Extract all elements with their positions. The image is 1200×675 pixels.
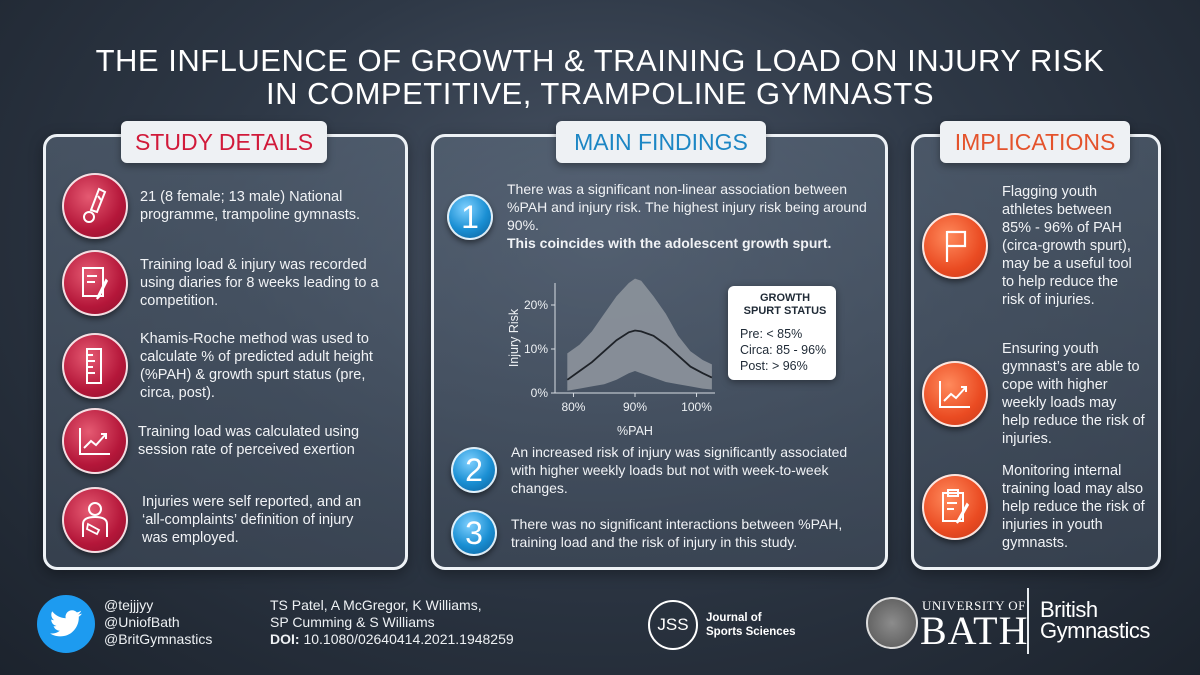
- estimate-line: [566, 329, 713, 381]
- authors-block: TS Patel, A McGregor, K Williams, SP Cum…: [270, 597, 514, 648]
- study-item-5-text: Injuries were self reported, and an ‘all…: [142, 494, 362, 546]
- study-item-3-text: Khamis-Roche method was used to calculat…: [140, 331, 373, 401]
- trend-up-icon: [922, 361, 988, 427]
- callout-post: Post: > 96%: [740, 359, 808, 373]
- finding-1-text: There was a significant non-linear assoc…: [507, 180, 867, 252]
- handle-tejjjyy[interactable]: @tejjjyy: [104, 597, 154, 613]
- callout-pre: Pre: < 85%: [740, 327, 803, 341]
- finding-1-number: 1: [447, 194, 493, 240]
- implication-2: Ensuring youth gymnast’s are able to cop…: [922, 340, 1157, 448]
- study-item-3: Khamis-Roche method was used to calculat…: [62, 330, 402, 402]
- flag-icon: [922, 213, 988, 279]
- implication-3: Monitoring internal training load may al…: [922, 462, 1157, 552]
- main-findings-label: MAIN FINDINGS: [556, 121, 766, 163]
- implications-label: IMPLICATIONS: [940, 121, 1130, 163]
- study-item-2-text: Training load & injury was recorded usin…: [140, 257, 379, 309]
- study-item-4: Training load was calculated using sessi…: [62, 408, 402, 474]
- line-chart-icon: [62, 408, 128, 474]
- y-tick-label: 0%: [531, 386, 549, 400]
- callout-circa: Circa: 85 - 96%: [740, 343, 827, 357]
- title-line-2: IN COMPETITIVE, TRAMPOLINE GYMNASTS: [265, 76, 934, 111]
- implication-3-text: Monitoring internal training load may al…: [1002, 463, 1145, 551]
- diary-icon: [62, 250, 128, 316]
- y-tick-label: 20%: [524, 298, 548, 312]
- handle-britgymnastics[interactable]: @BritGymnastics: [104, 631, 213, 647]
- page-title: THE INFLUENCE OF GROWTH & TRAINING LOAD …: [0, 44, 1200, 110]
- clipboard-icon: [922, 474, 988, 540]
- study-item-1: 21 (8 female; 13 male) National programm…: [62, 173, 402, 239]
- twitter-handles: @tejjjyy @UniofBath @BritGymnastics: [104, 597, 212, 648]
- journal-line-2: Sports Sciences: [706, 626, 796, 638]
- trampolinist-icon: [62, 173, 128, 239]
- study-item-2: Training load & injury was recorded usin…: [62, 250, 402, 316]
- implication-2-text: Ensuring youth gymnast’s are able to cop…: [1002, 341, 1145, 447]
- british-gymnastics-logo: British Gymnastics: [1040, 597, 1150, 643]
- finding-3: 3 There was no significant interactions …: [451, 510, 881, 556]
- bg-line-1: British: [1040, 597, 1098, 622]
- callout-title: GROWTH SPURT STATUS: [743, 292, 827, 317]
- finding-1-bold: This coincides with the adolescent growt…: [507, 235, 832, 251]
- finding-2: 2 An increased risk of injury was signif…: [451, 443, 881, 497]
- confidence-band: [567, 278, 712, 391]
- x-tick-label: 80%: [561, 400, 585, 414]
- study-item-1-text: 21 (8 female; 13 male) National programm…: [140, 189, 360, 223]
- journal-line-1: Journal of: [706, 612, 762, 624]
- finding-3-number: 3: [451, 510, 497, 556]
- bath-crest-icon: [866, 597, 918, 649]
- y-tick-label: 10%: [524, 342, 548, 356]
- growth-spurt-callout: GROWTH SPURT STATUS Pre: < 85% Circa: 85…: [728, 286, 836, 380]
- study-details-label: STUDY DETAILS: [121, 121, 327, 163]
- injured-person-icon: [62, 487, 128, 553]
- bath-label: BATH: [920, 608, 1029, 653]
- implication-1: Flagging youth athletes between 85% - 96…: [922, 183, 1157, 309]
- authors-line-2: SP Cumming & S Williams: [270, 614, 435, 630]
- x-tick-label: 90%: [623, 400, 647, 414]
- finding-3-text: There was no significant interactions be…: [511, 516, 843, 550]
- finding-1-main: There was a significant non-linear assoc…: [507, 181, 867, 233]
- finding-2-number: 2: [451, 447, 497, 493]
- authors-line-1: TS Patel, A McGregor, K Williams,: [270, 597, 482, 613]
- implication-1-text: Flagging youth athletes between 85% - 96…: [1002, 184, 1132, 308]
- journal-name: Journal of Sports Sciences: [706, 611, 795, 639]
- x-axis-label: %PAH: [617, 424, 653, 438]
- bg-line-2: Gymnastics: [1040, 618, 1150, 643]
- doi-line: DOI: 10.1080/02640414.2021.1948259: [270, 631, 514, 648]
- title-line-1: THE INFLUENCE OF GROWTH & TRAINING LOAD …: [95, 43, 1105, 78]
- doi-link[interactable]: 10.1080/02640414.2021.1948259: [303, 631, 514, 647]
- logo-divider: [1027, 588, 1029, 654]
- twitter-icon[interactable]: [37, 595, 95, 653]
- study-item-5: Injuries were self reported, and an ‘all…: [62, 487, 402, 553]
- doi-label: DOI:: [270, 631, 300, 647]
- finding-1: 1 There was a significant non-linear ass…: [447, 180, 877, 252]
- finding-2-text: An increased risk of injury was signific…: [511, 444, 848, 496]
- jss-logo: JSS: [648, 600, 698, 650]
- injury-risk-chart: 80% 90% 100% 0% 10% 20% %PAH Injury Risk: [507, 278, 715, 438]
- y-axis-label: Injury Risk: [507, 308, 521, 367]
- study-item-4-text: Training load was calculated using sessi…: [138, 424, 360, 458]
- ruler-icon: [62, 333, 128, 399]
- university-of-label: UNIVERSITY OF: [922, 598, 1026, 613]
- x-tick-label: 100%: [681, 400, 712, 414]
- handle-uniofbath[interactable]: @UniofBath: [104, 614, 180, 630]
